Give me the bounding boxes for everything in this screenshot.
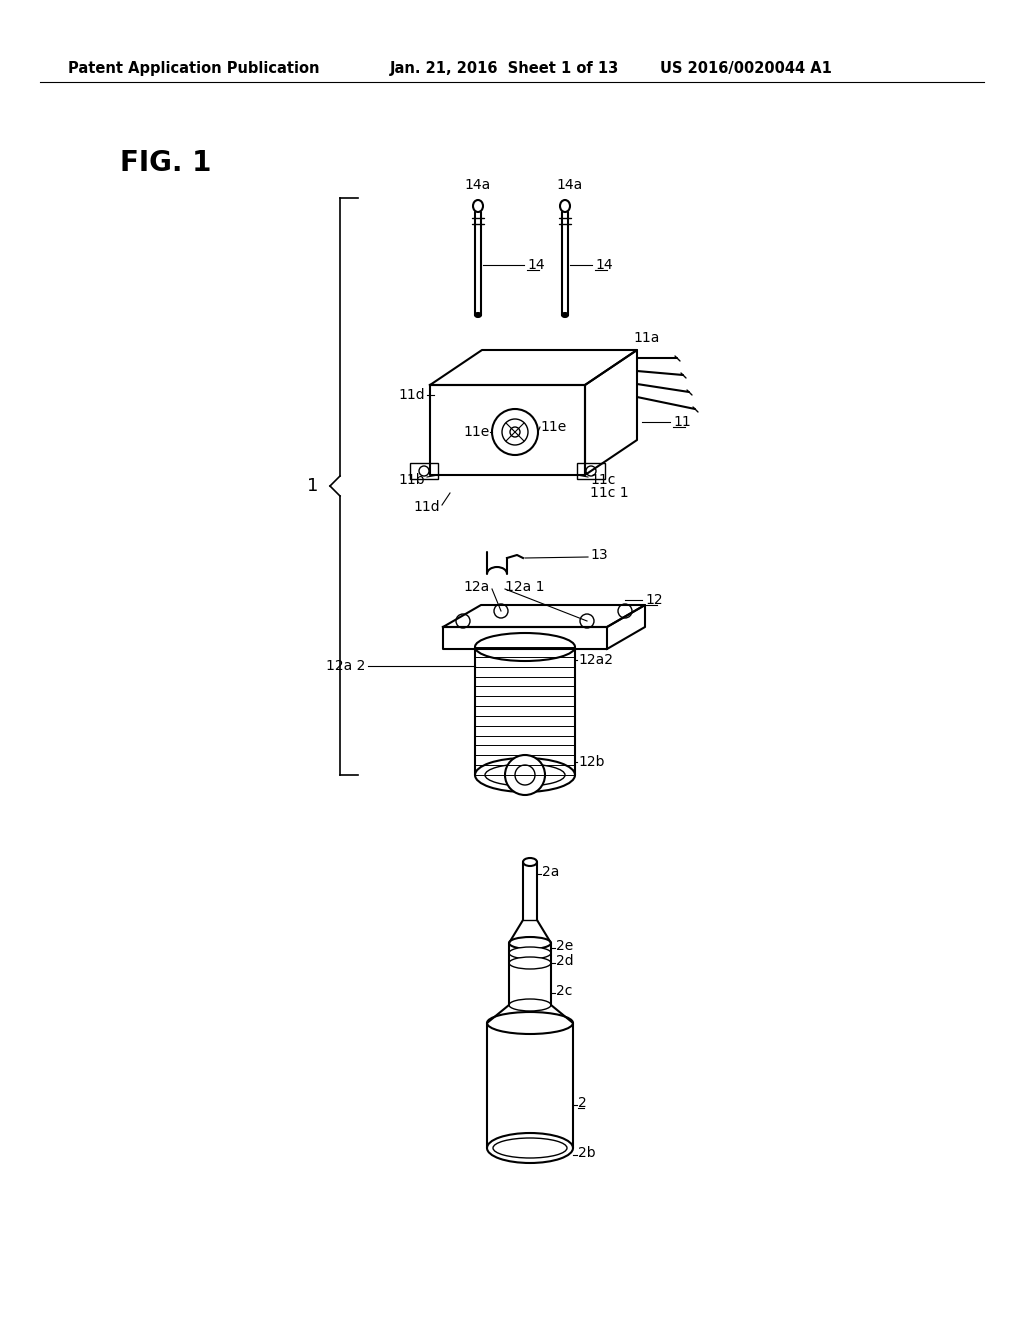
Text: 2e: 2e [556, 939, 573, 953]
Ellipse shape [475, 634, 575, 661]
Text: 11c 1: 11c 1 [590, 486, 629, 500]
Text: 14a: 14a [557, 178, 583, 191]
Ellipse shape [523, 858, 537, 866]
Ellipse shape [487, 1133, 573, 1163]
Ellipse shape [475, 313, 481, 317]
Text: Jan. 21, 2016  Sheet 1 of 13: Jan. 21, 2016 Sheet 1 of 13 [390, 61, 620, 75]
Text: 12a 1: 12a 1 [505, 579, 545, 594]
Ellipse shape [487, 1012, 573, 1034]
Text: FIG. 1: FIG. 1 [120, 149, 211, 177]
Text: 11d: 11d [398, 388, 425, 403]
Text: 2b: 2b [578, 1146, 596, 1160]
Text: Patent Application Publication: Patent Application Publication [68, 61, 319, 75]
Ellipse shape [509, 999, 551, 1011]
Text: 14a: 14a [465, 178, 492, 191]
Text: 11e: 11e [464, 425, 490, 440]
Text: 14: 14 [595, 257, 612, 272]
Text: 2c: 2c [556, 983, 572, 998]
Text: 11d: 11d [414, 500, 440, 513]
Ellipse shape [493, 1138, 567, 1158]
Circle shape [494, 605, 508, 618]
Text: 11a: 11a [634, 331, 660, 345]
Ellipse shape [475, 758, 575, 792]
Text: 13: 13 [590, 548, 607, 562]
Circle shape [419, 466, 429, 477]
Circle shape [580, 614, 594, 628]
Text: 12a: 12a [464, 579, 490, 594]
Ellipse shape [485, 764, 565, 785]
Text: 12a2: 12a2 [578, 653, 613, 667]
Ellipse shape [509, 937, 551, 949]
Ellipse shape [560, 201, 570, 213]
Text: 11: 11 [673, 414, 691, 429]
Circle shape [515, 766, 535, 785]
Circle shape [510, 426, 520, 437]
Circle shape [505, 755, 545, 795]
Text: 11b: 11b [398, 473, 425, 487]
Text: 14: 14 [527, 257, 545, 272]
Bar [577, 463, 605, 479]
Ellipse shape [509, 957, 551, 969]
Ellipse shape [509, 946, 551, 960]
Text: 11e: 11e [540, 420, 566, 434]
Text: 2: 2 [578, 1096, 587, 1110]
Ellipse shape [562, 313, 568, 317]
Bar [410, 463, 438, 479]
Circle shape [586, 466, 596, 477]
Circle shape [618, 605, 632, 618]
Circle shape [502, 418, 528, 445]
Text: 11c: 11c [590, 473, 615, 487]
Text: 12a 2: 12a 2 [326, 659, 365, 673]
Ellipse shape [473, 201, 483, 213]
Text: 2d: 2d [556, 954, 573, 968]
Text: 12: 12 [645, 593, 663, 607]
Text: 2a: 2a [542, 865, 559, 879]
Text: 12b: 12b [578, 755, 604, 770]
Circle shape [492, 409, 538, 455]
Text: 1: 1 [306, 477, 318, 495]
Text: US 2016/0020044 A1: US 2016/0020044 A1 [660, 61, 831, 75]
Circle shape [456, 614, 470, 628]
